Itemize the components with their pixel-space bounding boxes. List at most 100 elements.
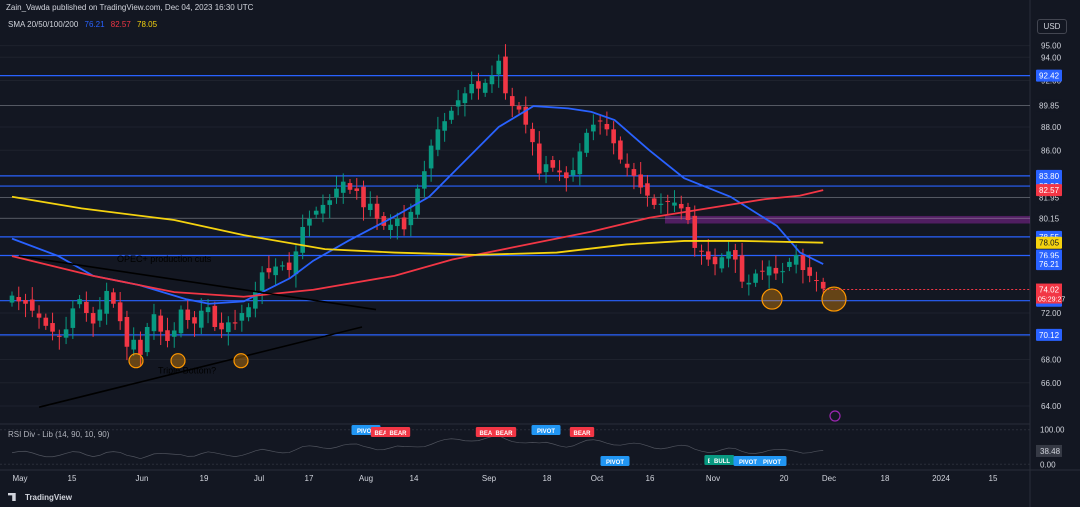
candle-body [415, 188, 420, 215]
rsi-line [11, 435, 824, 460]
candle-body [570, 170, 576, 176]
candle-body [442, 121, 447, 131]
rising-trendline [38, 326, 363, 408]
candle-body [787, 261, 792, 267]
grid [0, 45, 1030, 407]
candle-body [469, 83, 474, 94]
candle-body [814, 280, 819, 282]
candle-body [516, 106, 522, 110]
candle-body [29, 299, 35, 311]
candle-body [597, 120, 603, 122]
signal-bear-label: BEAR [389, 431, 407, 437]
time-tick-label: 20 [780, 474, 789, 483]
candle-body [171, 330, 177, 337]
currency-button[interactable]: USD [1037, 19, 1067, 34]
candle-body [165, 330, 170, 341]
candle-body [408, 211, 414, 226]
candle-body [293, 251, 299, 275]
signal-bear-bg [569, 427, 595, 437]
candle-body [57, 335, 62, 337]
candle-body [320, 204, 326, 214]
candle-body [422, 171, 427, 189]
candle-body [557, 170, 562, 173]
candle-body [381, 216, 387, 226]
tradingview-logo: TradingView [8, 493, 72, 502]
price-tick-label: 95.00 [1041, 42, 1062, 51]
candle-body [624, 163, 630, 168]
sma50-tag: 82.57 [1039, 186, 1060, 195]
candle-body [90, 313, 96, 324]
candle-body [212, 305, 218, 327]
last-price-tag-bg [1036, 283, 1062, 304]
bottom-marker-circle [821, 286, 847, 312]
candle-body [604, 123, 610, 130]
candle-body [401, 217, 407, 230]
time-tick-label: Sep [482, 474, 497, 483]
annotation-opec: OPEC+ production cuts [117, 254, 212, 264]
candle-body [70, 308, 76, 328]
candle-body [367, 203, 373, 211]
candle-body [77, 299, 82, 305]
candle-body [672, 202, 677, 206]
price-tag-bg [1036, 99, 1062, 112]
candle-body [611, 129, 616, 144]
price-tags: 92.4289.8583.8082.9281.9580.1578.5576.95… [1036, 69, 1065, 341]
candle-body [543, 164, 549, 173]
price-tag-label: 92.42 [1039, 72, 1060, 81]
candle-body [699, 250, 704, 252]
time-tick-label: 2024 [932, 474, 950, 483]
candle-body [638, 174, 643, 188]
candle-body [111, 292, 116, 304]
bottom-marker-circle [761, 288, 783, 310]
signal-pivot-bottom-bg [757, 456, 787, 466]
candle-body [253, 292, 258, 309]
rsi-tick-label: 38.48 [1040, 447, 1061, 456]
candle-body [192, 317, 197, 324]
candle-body [232, 322, 238, 324]
candle-body [266, 268, 272, 273]
candle-body [449, 110, 454, 120]
candle-body [678, 203, 684, 209]
signal-bear-label: BEAR [495, 431, 513, 437]
price-tick-label: 94.00 [1041, 53, 1062, 62]
candle-body [198, 310, 204, 328]
candle-body [665, 200, 671, 202]
signal-pivot-bottom-label: PIVOT [763, 460, 781, 466]
time-tick-label: 16 [646, 474, 655, 483]
price-tag-label: 80.15 [1039, 214, 1060, 223]
candle-body [178, 309, 184, 334]
candle-body [820, 281, 826, 289]
candle-body [138, 339, 143, 355]
price-tag-bg [1036, 212, 1062, 225]
signal-pivot-top-bg [531, 425, 561, 435]
candle-body [428, 145, 434, 169]
sma20-tag-bg [1036, 258, 1062, 271]
candle-body [489, 75, 495, 85]
candle-body [618, 140, 623, 160]
time-tick-label: May [12, 474, 27, 483]
price-tick-label: 86.00 [1041, 146, 1062, 155]
candle-body [793, 254, 799, 265]
candle-body [340, 181, 346, 193]
time-tick-label: Aug [359, 474, 373, 483]
sma100-value: 78.05 [137, 20, 158, 29]
signal-pivot-top-label: PIVOT [537, 429, 555, 435]
price-tick-label: 64.00 [1041, 402, 1062, 411]
candle-body [509, 96, 515, 107]
candle-body [760, 270, 765, 272]
sma20-value: 76.21 [84, 20, 105, 29]
candle-body [313, 210, 319, 215]
signal-pivot-bottom-label: PIVOT [739, 460, 757, 466]
bottom-marker-circle [128, 353, 144, 369]
sma100-tag: 78.05 [1039, 239, 1060, 248]
candle-body [591, 124, 596, 132]
candle-body [739, 255, 745, 282]
candle-body [23, 300, 28, 304]
rsi-indicator-label: RSI Div - Lib (14, 90, 10, 90) [8, 430, 110, 439]
candle-body [117, 302, 123, 322]
candle-body [97, 309, 103, 321]
candle-body [16, 296, 22, 302]
candle-body [300, 227, 305, 253]
countdown-tag: 05:29:27 [1038, 297, 1065, 304]
